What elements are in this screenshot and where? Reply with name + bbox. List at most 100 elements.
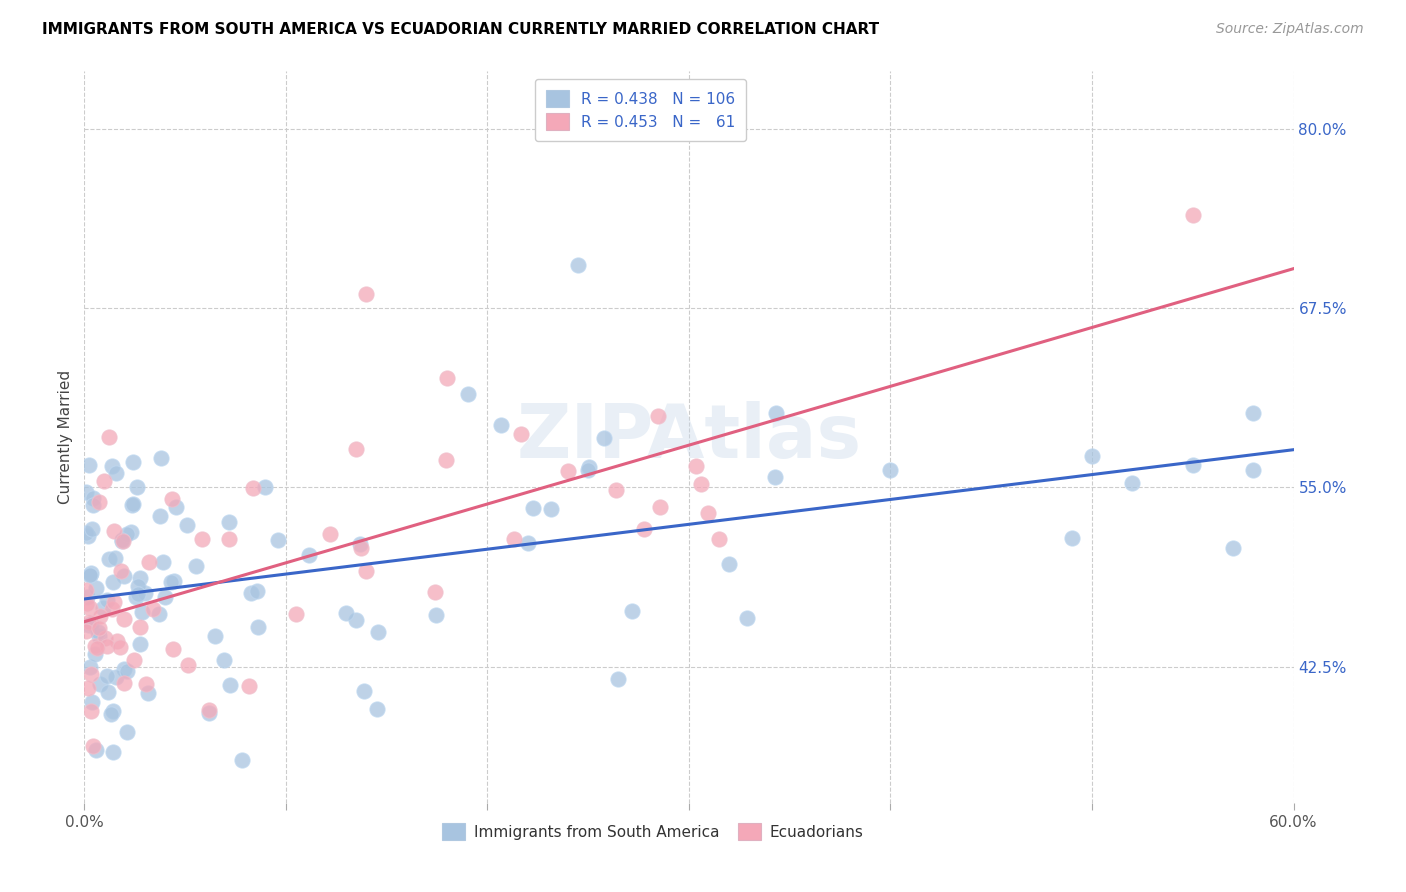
Point (79, 601, 101, 615)
Point (115, 527, 138, 541)
Point (79, 458, 101, 473)
Point (75, 624, 97, 638)
Point (707, 533, 730, 547)
Point (1241, 406, 1264, 420)
Point (121, 498, 143, 512)
Point (621, 604, 644, 618)
Point (131, 605, 153, 619)
Point (253, 479, 276, 493)
Point (104, 670, 127, 684)
Point (516, 536, 538, 550)
Point (689, 477, 711, 491)
Point (84, 648, 107, 662)
Point (879, 463, 901, 477)
Point (122, 653, 145, 667)
Point (647, 409, 669, 423)
Point (87, 624, 110, 639)
Point (349, 537, 371, 551)
Point (191, 533, 214, 547)
Point (685, 459, 707, 474)
Point (121, 455, 143, 469)
Point (367, 624, 389, 639)
Point (246, 620, 269, 634)
Point (423, 584, 446, 599)
Point (110, 564, 132, 578)
Point (149, 451, 172, 466)
Legend: Immigrants from South America, Ecuadorians: Immigrants from South America, Ecuadoria… (436, 816, 870, 847)
Point (82, 522, 104, 536)
Point (86, 640, 108, 655)
Point (128, 637, 150, 651)
Point (103, 745, 125, 759)
Point (155, 591, 177, 605)
Point (108, 640, 131, 655)
Point (605, 483, 627, 497)
Point (84, 582, 107, 596)
Point (93, 474, 115, 488)
Point (434, 453, 457, 467)
Point (198, 706, 221, 721)
Point (160, 574, 183, 589)
Point (96, 685, 118, 699)
Point (77, 615, 100, 630)
Point (80, 695, 103, 709)
Point (103, 524, 125, 539)
Point (76, 597, 98, 611)
Point (152, 555, 174, 569)
Point (76, 591, 98, 605)
Point (115, 665, 138, 679)
Point (509, 427, 531, 442)
Point (75, 485, 97, 500)
Point (557, 464, 579, 478)
Point (80, 566, 103, 580)
Point (356, 286, 378, 301)
Point (765, 406, 787, 420)
Point (82, 498, 104, 512)
Point (204, 629, 226, 643)
Point (607, 672, 630, 686)
Point (100, 707, 122, 722)
Point (104, 550, 127, 565)
Point (344, 442, 367, 456)
Point (718, 557, 741, 571)
Point (138, 555, 160, 569)
Point (350, 541, 373, 555)
Point (176, 517, 198, 532)
Y-axis label: Currently Married: Currently Married (58, 370, 73, 504)
Point (578, 460, 600, 475)
Point (356, 564, 378, 578)
Point (87, 629, 110, 643)
Point (1181, 208, 1204, 222)
Point (177, 658, 200, 673)
Point (165, 500, 187, 514)
Point (94, 631, 117, 645)
Point (105, 634, 128, 648)
Point (96, 669, 118, 683)
Point (576, 462, 599, 476)
Point (129, 620, 152, 634)
Point (89, 677, 111, 691)
Point (105, 466, 128, 480)
Point (129, 571, 152, 585)
Point (125, 590, 148, 604)
Point (1121, 475, 1143, 490)
Point (127, 579, 149, 593)
Point (111, 533, 134, 548)
Point (112, 533, 135, 548)
Point (79, 567, 101, 582)
Point (83, 639, 105, 653)
Point (103, 595, 125, 609)
Point (344, 613, 367, 627)
Point (112, 676, 135, 690)
Point (114, 569, 136, 583)
Point (101, 602, 124, 616)
Point (148, 607, 170, 621)
Point (120, 525, 142, 540)
Point (77, 617, 100, 632)
Point (242, 481, 264, 495)
Point (89, 608, 111, 623)
Point (765, 470, 787, 484)
Point (80, 667, 103, 681)
Point (238, 679, 260, 693)
Point (198, 702, 221, 716)
